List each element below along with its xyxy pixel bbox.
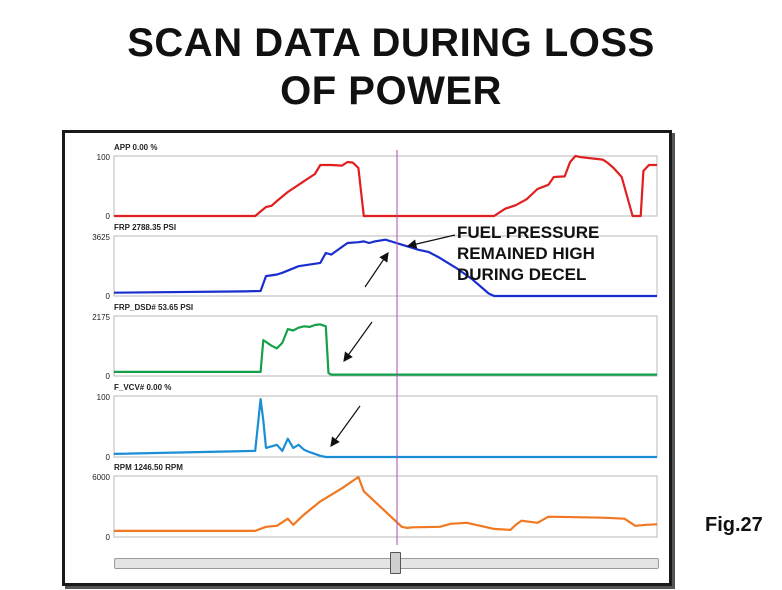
rpm-ytick-min: 0 bbox=[106, 533, 111, 542]
app-ytick-max: 100 bbox=[97, 153, 111, 162]
annotation-line-3: DURING DECEL bbox=[457, 265, 587, 284]
f-vcv-series-line bbox=[113, 398, 657, 459]
f-vcv-ytick-max: 100 bbox=[97, 393, 111, 402]
annotation-line-1: FUEL PRESSURE bbox=[457, 223, 600, 242]
frp-ytick-min: 0 bbox=[106, 292, 111, 301]
f-vcv-panel-label: F_VCV# 0.00 % bbox=[114, 383, 171, 392]
rpm-series-line bbox=[114, 475, 658, 533]
frp-dsd-ytick-min: 0 bbox=[106, 372, 111, 381]
app-series-line bbox=[114, 154, 657, 218]
app-panel-label: APP 0.00 % bbox=[114, 143, 157, 152]
rpm-plot-area bbox=[113, 475, 658, 538]
f-vcv-plot-area bbox=[113, 395, 658, 458]
frp-dsd-ytick-max: 2175 bbox=[92, 313, 110, 322]
frp-plot-area bbox=[113, 235, 658, 297]
frp-panel-label: FRP 2788.35 PSI bbox=[114, 223, 176, 232]
rpm-ytick-max: 6000 bbox=[92, 473, 110, 482]
frp-dsd-plot-area bbox=[113, 315, 658, 377]
figure-label: Fig.27 bbox=[705, 514, 763, 536]
rpm-panel-label: RPM 1246.50 RPM bbox=[114, 463, 183, 472]
annotation-arrow-2 bbox=[364, 252, 389, 288]
frp-dsd-panel-label: FRP_DSD# 53.65 PSI bbox=[114, 303, 193, 312]
page-title-line-1: SCAN DATA DURING LOSS bbox=[127, 21, 655, 65]
annotation-line-2: REMAINED HIGH bbox=[457, 244, 595, 263]
f-vcv-ytick-min: 0 bbox=[106, 453, 111, 462]
page-title-line-2: OF POWER bbox=[280, 69, 502, 113]
annotation-arrow-4 bbox=[330, 405, 361, 447]
frp-series-line bbox=[113, 238, 657, 298]
annotation-arrow-1 bbox=[406, 234, 456, 249]
frp-dsd-series-line bbox=[114, 323, 657, 376]
app-plot-area bbox=[113, 155, 658, 217]
timeline-scrollbar-thumb[interactable] bbox=[390, 552, 401, 574]
annotation-arrow-3 bbox=[343, 321, 373, 362]
timeline-scrollbar[interactable] bbox=[114, 552, 659, 574]
app-ytick-min: 0 bbox=[106, 212, 111, 221]
frp-ytick-max: 3625 bbox=[92, 233, 110, 242]
fuel-pressure-annotation: FUEL PRESSURE REMAINED HIGH DURING DECEL bbox=[457, 222, 599, 285]
